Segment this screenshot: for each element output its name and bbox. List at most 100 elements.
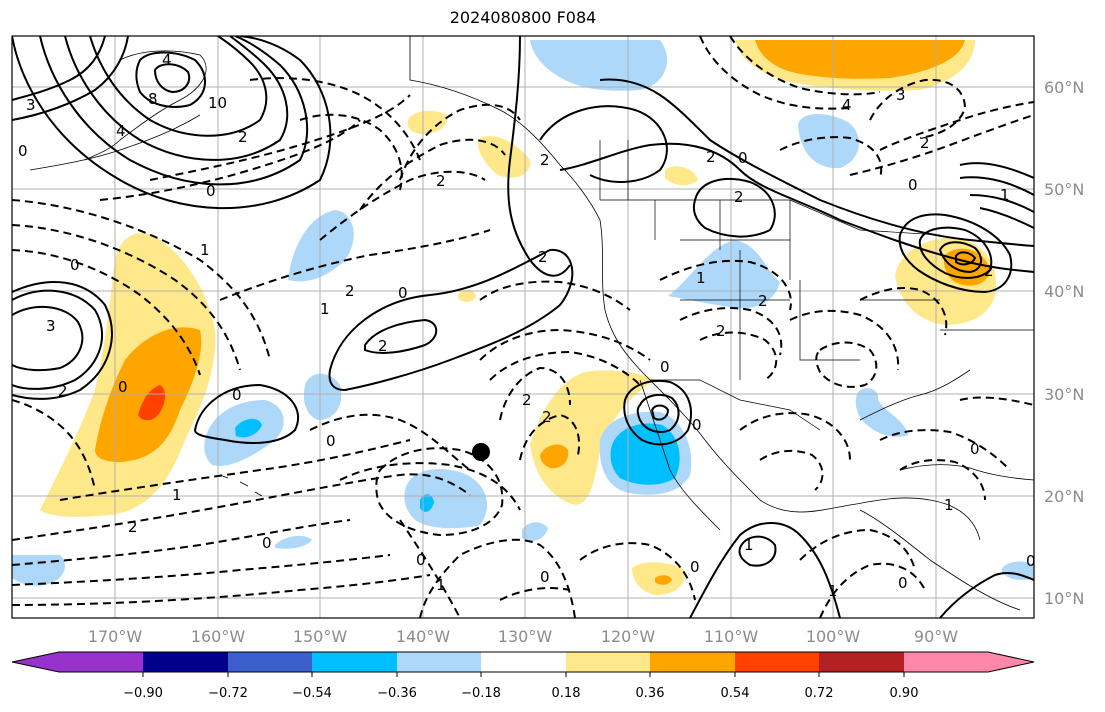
contour-label: 0 [540, 568, 550, 586]
lon-label: 120°W [601, 627, 656, 646]
contour-label: 2 [538, 248, 548, 266]
contour-label: 4 [162, 51, 172, 69]
contour-label: 3 [896, 86, 906, 104]
colorbar-segment [143, 652, 229, 672]
contour-label: 1 [696, 269, 706, 287]
point-marker [472, 443, 490, 461]
colorbar-segment [59, 652, 144, 672]
negative-anomaly-hawaii-core [235, 418, 262, 438]
contour-label: 2 [706, 148, 716, 166]
colorbar-segment [397, 652, 482, 672]
contour-label: 2 [920, 134, 930, 152]
contour-label: 0 [690, 558, 700, 576]
lat-label: 30°N [1044, 385, 1084, 404]
contour-label: 0 [398, 284, 408, 302]
negative-anomaly-socal-core [610, 423, 680, 485]
contour-labels: 3 2 1 0 0 2 1 2 0 2 2 0 0 1 2 2 2 0 0 2 … [18, 51, 1036, 600]
contour-label: 2 [128, 518, 138, 536]
colorbar-ticks [142, 672, 905, 677]
contour-label: 1 [1000, 186, 1010, 204]
contour-label: 2 [378, 337, 388, 355]
colorbar-segment [228, 652, 313, 672]
contour-label: 8 [148, 90, 158, 108]
contour-label: 2 [522, 391, 532, 409]
map-title: 2024080800 F084 [449, 8, 597, 27]
colorbar-outline [11, 651, 1035, 673]
contour-label: 0 [692, 416, 702, 434]
contour-label: 4 [116, 122, 126, 140]
lat-label: 20°N [1044, 487, 1084, 506]
contour-label: 4 [842, 96, 852, 114]
lon-label: 130°W [498, 627, 553, 646]
anomaly-fills [12, 40, 1034, 595]
negative-anomaly-small-3 [12, 555, 65, 586]
contour-label: 2 [984, 262, 994, 280]
contour-label: 2 [758, 292, 768, 310]
colorbar-segment [481, 652, 567, 672]
latitude-labels: 60°N 50°N 40°N 30°N 20°N 10°N [1044, 78, 1084, 608]
lat-label: 50°N [1044, 180, 1084, 199]
contour-label: 0 [232, 386, 242, 404]
contour-label: 2 [238, 128, 248, 146]
contour-label: 2 [734, 188, 744, 206]
contour-label: 0 [416, 551, 426, 569]
contour-label: 0 [738, 149, 748, 167]
contour-label: 3 [26, 96, 36, 114]
contour-label: 0 [262, 534, 272, 552]
negative-anomaly-canada [798, 114, 859, 169]
contour-label: 0 [326, 432, 336, 450]
contour-label: 0 [70, 256, 80, 274]
colorbar-tick-label: 0.90 [890, 686, 919, 701]
contour-label: 0 [1026, 552, 1036, 570]
longitude-labels: 170°W 160°W 150°W 140°W 130°W 120°W 110°… [88, 627, 958, 646]
lon-label: 160°W [191, 627, 246, 646]
colorbar: −0.90 −0.72 −0.54 −0.36 −0.18 0.18 0.36 … [11, 651, 1035, 701]
colorbar-tick-label: −0.90 [123, 686, 163, 701]
colorbar-tick-label: 0.36 [636, 686, 665, 701]
contour-label: 0 [18, 142, 28, 160]
contour-label: 1 [744, 536, 754, 554]
colorbar-segment [988, 652, 1034, 672]
contour-label: 0 [660, 358, 670, 376]
contour-label: 0 [908, 176, 918, 194]
negative-anomaly-small-2 [275, 535, 312, 549]
lon-label: 90°W [914, 627, 958, 646]
colorbar-segment [735, 652, 820, 672]
graticule [12, 36, 1034, 618]
contour-label: 1 [828, 582, 838, 600]
lon-label: 110°W [704, 627, 759, 646]
colorbar-segment [904, 652, 988, 672]
colorbar-segment [819, 652, 905, 672]
colorbar-tick-label: −0.72 [208, 686, 248, 701]
contour-label: 1 [944, 496, 954, 514]
colorbar-tick-label: 0.18 [552, 686, 581, 701]
contour-label: 0 [118, 378, 128, 396]
lat-label: 60°N [1044, 78, 1084, 97]
colorbar-tick-label: −0.54 [292, 686, 332, 701]
positive-anomaly-baja-core [540, 444, 569, 469]
negative-anomaly-alaska [530, 40, 668, 91]
contour-label: 1 [200, 241, 210, 259]
negative-anomaly-pac-b [404, 469, 488, 529]
dashed-contours [12, 36, 1034, 618]
colorbar-tick-label: −0.18 [461, 686, 501, 701]
lon-label: 100°W [806, 627, 861, 646]
positive-anomaly-pac-2 [477, 136, 531, 178]
colorbar-tick-label: −0.36 [377, 686, 417, 701]
negative-anomaly-gulf-mex [855, 388, 908, 437]
positive-anomaly-gulf-core [755, 40, 965, 79]
negative-anomaly-mid-pac [288, 210, 354, 282]
positive-anomaly-pac-3 [665, 166, 698, 186]
colorbar-segment [312, 652, 398, 672]
coastlines [29, 36, 1034, 611]
contour-label: 2 [540, 151, 550, 169]
contour-label: 2 [436, 172, 446, 190]
colorbar-tick-labels: −0.90 −0.72 −0.54 −0.36 −0.18 0.18 0.36 … [123, 686, 918, 701]
lat-label: 40°N [1044, 282, 1084, 301]
lon-label: 170°W [88, 627, 143, 646]
contour-label: 2 [716, 322, 726, 340]
lat-label: 10°N [1044, 589, 1084, 608]
contour-label: 3 [46, 317, 56, 335]
colorbar-tick-label: 0.54 [721, 686, 750, 701]
